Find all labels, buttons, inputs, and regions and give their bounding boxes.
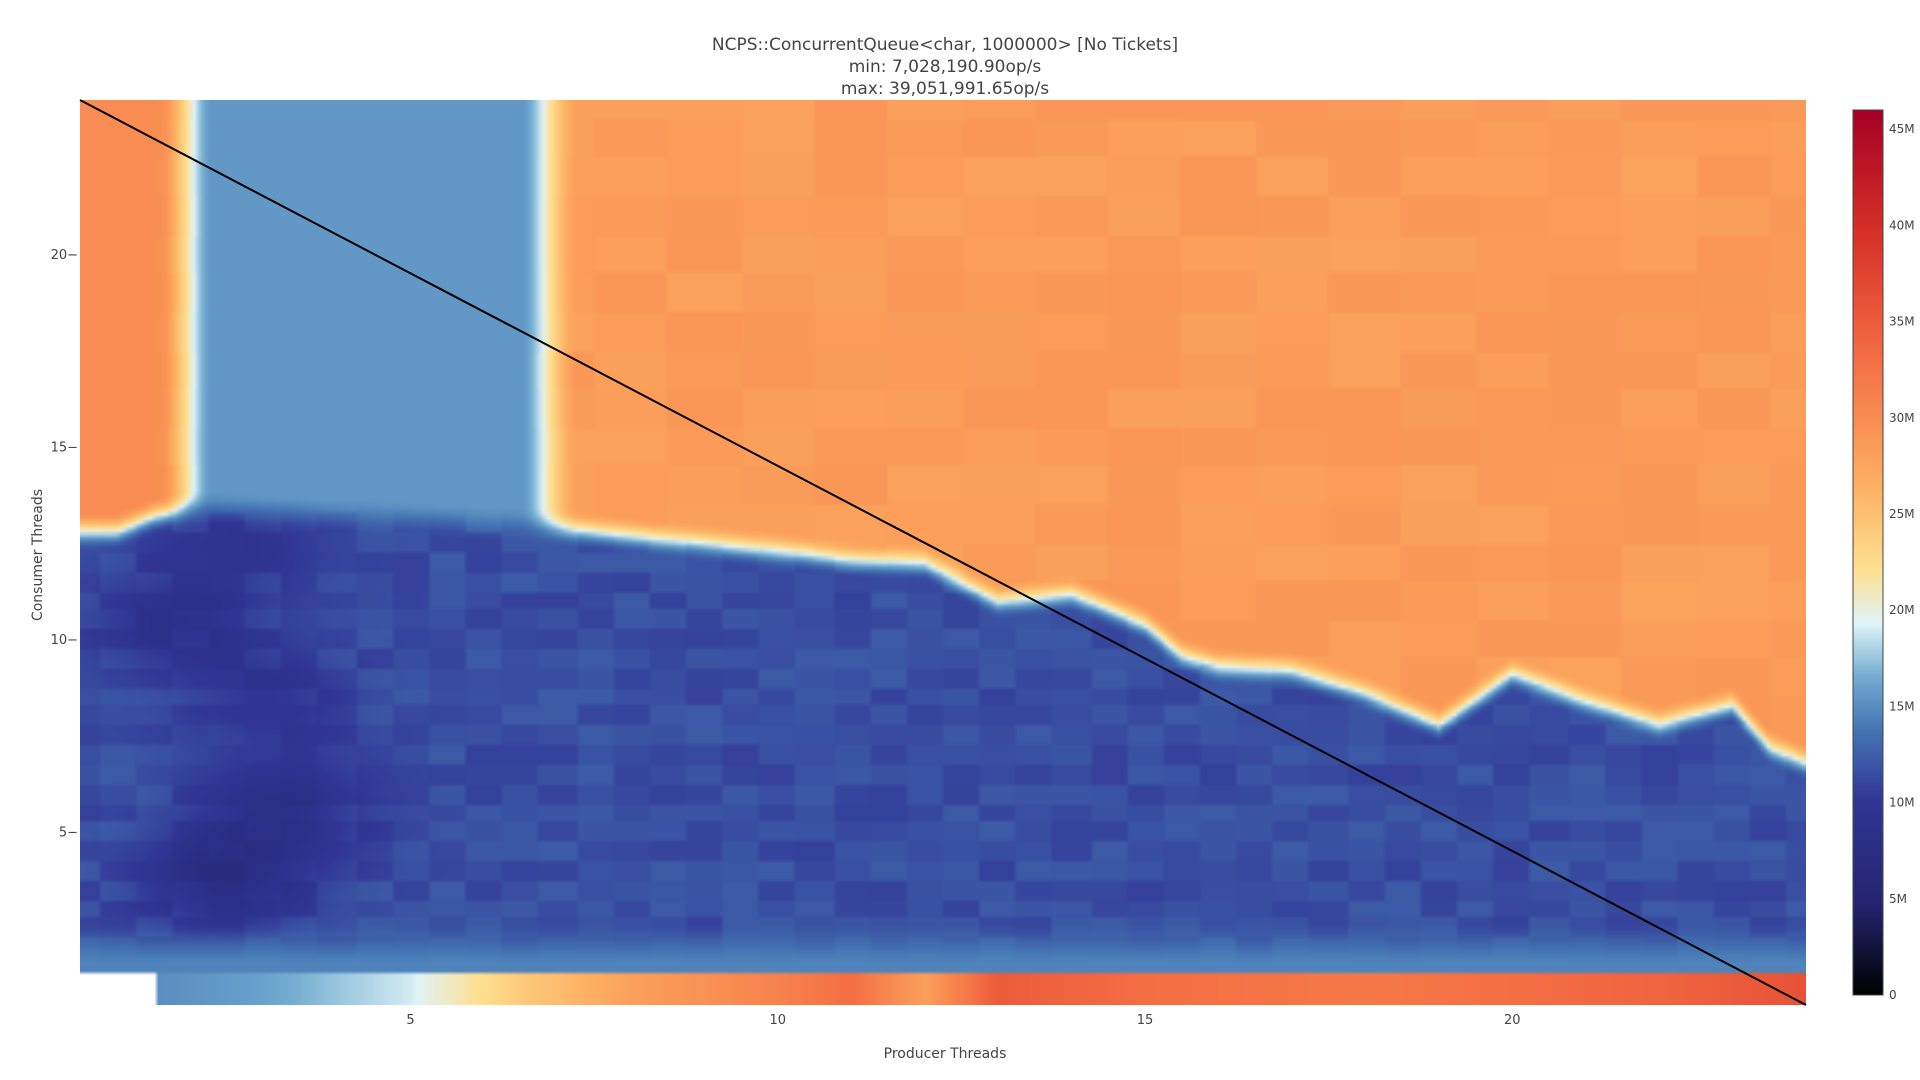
x-axis-ticks: 5 10 15 20	[406, 1013, 1520, 1028]
y-axis-title: Consumer Threads	[30, 489, 46, 621]
colorbar-tick-label: 25M	[1889, 507, 1915, 521]
x-tick-label: 5	[406, 1013, 414, 1028]
y-tick-label: 20−	[51, 248, 78, 263]
y-tick-label: 15−	[51, 441, 78, 456]
x-axis-title: Producer Threads	[884, 1046, 1007, 1062]
chart-title-line-2: min: 7,028,190.90op/s	[849, 57, 1042, 77]
x-tick-label: 10	[769, 1013, 786, 1028]
colorbar-tick-label: 15M	[1889, 699, 1915, 713]
colorbar-tick-label: 20M	[1889, 603, 1915, 617]
y-tick-label: 10−	[51, 633, 78, 648]
colorbar-tick-label: 40M	[1889, 218, 1915, 232]
colorbar: 0 5M 10M 15M 20M 25M 30M 35M 40M 45M	[1852, 109, 1915, 1002]
colorbar-tick-label: 10M	[1889, 796, 1915, 810]
chart-title: NCPS::ConcurrentQueue<char, 1000000> [No…	[712, 35, 1178, 99]
colorbar-tick-label: 5M	[1889, 892, 1907, 906]
colorbar-tick-label: 30M	[1889, 411, 1915, 425]
y-tick-label: 5−	[59, 826, 78, 841]
chart-title-line-1: NCPS::ConcurrentQueue<char, 1000000> [No…	[712, 35, 1178, 55]
colorbar-tick-label: 45M	[1889, 122, 1915, 136]
colorbar-gradient	[1852, 109, 1884, 996]
x-tick-label: 15	[1137, 1013, 1154, 1028]
colorbar-ticks: 0 5M 10M 15M 20M 25M 30M 35M 40M 45M	[1889, 122, 1915, 1002]
colorbar-tick-label: 35M	[1889, 315, 1915, 329]
colorbar-tick-label: 0	[1889, 988, 1897, 1002]
y-axis-ticks: 5− 10− 15− 20−	[51, 248, 78, 841]
chart-title-line-3: max: 39,051,991.65op/s	[841, 79, 1049, 99]
x-tick-label: 20	[1504, 1013, 1521, 1028]
diagonal-reference-line	[79, 99, 1807, 1006]
